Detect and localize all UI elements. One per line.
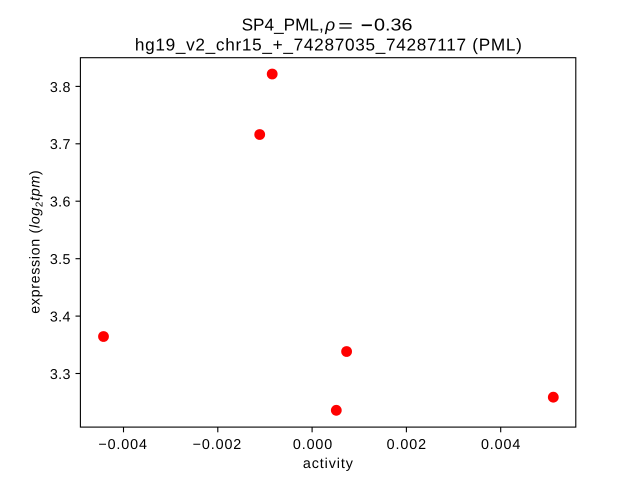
svg-text:expression (log2tpm): expression (log2tpm) <box>28 170 46 314</box>
svg-text:3.7: 3.7 <box>50 137 71 153</box>
svg-text:0.002: 0.002 <box>387 437 427 453</box>
svg-text:0.36: 0.36 <box>374 14 413 34</box>
svg-text:ρ: ρ <box>324 14 335 34</box>
svg-text:−0.002: −0.002 <box>193 437 243 453</box>
svg-text:activity: activity <box>303 456 354 472</box>
svg-text:3.5: 3.5 <box>50 252 71 268</box>
svg-text:3.4: 3.4 <box>50 310 71 326</box>
svg-text:SP4_PML,: SP4_PML, <box>242 14 324 34</box>
svg-text:=: = <box>338 15 353 35</box>
svg-text:hg19_v2_chr15_+_74287035_74287: hg19_v2_chr15_+_74287035_74287117 (PML) <box>135 35 523 55</box>
svg-text:−0.004: −0.004 <box>98 437 148 453</box>
svg-text:3.3: 3.3 <box>50 367 71 383</box>
svg-text:0.000: 0.000 <box>293 437 333 453</box>
svg-text:3.8: 3.8 <box>50 80 71 96</box>
svg-text:0.004: 0.004 <box>481 437 521 453</box>
svg-text:3.6: 3.6 <box>50 195 71 211</box>
